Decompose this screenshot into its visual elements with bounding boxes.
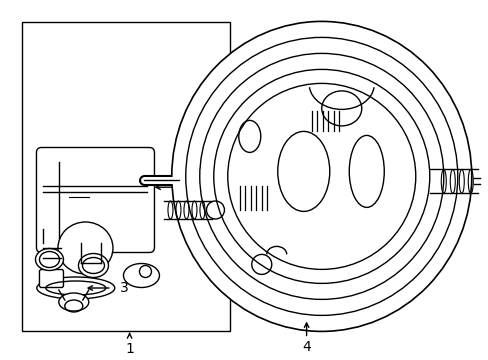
Ellipse shape (37, 277, 115, 299)
Ellipse shape (171, 21, 471, 332)
Ellipse shape (78, 253, 108, 278)
Ellipse shape (123, 264, 159, 288)
Bar (22, 22, 229, 331)
Text: 4: 4 (302, 341, 310, 354)
Ellipse shape (58, 222, 113, 274)
FancyBboxPatch shape (37, 148, 154, 252)
Text: 2: 2 (203, 180, 211, 194)
Ellipse shape (36, 248, 63, 270)
Text: 3: 3 (120, 281, 128, 295)
Circle shape (206, 201, 224, 219)
FancyBboxPatch shape (40, 270, 63, 288)
Text: 1: 1 (125, 342, 134, 356)
Ellipse shape (59, 293, 89, 311)
